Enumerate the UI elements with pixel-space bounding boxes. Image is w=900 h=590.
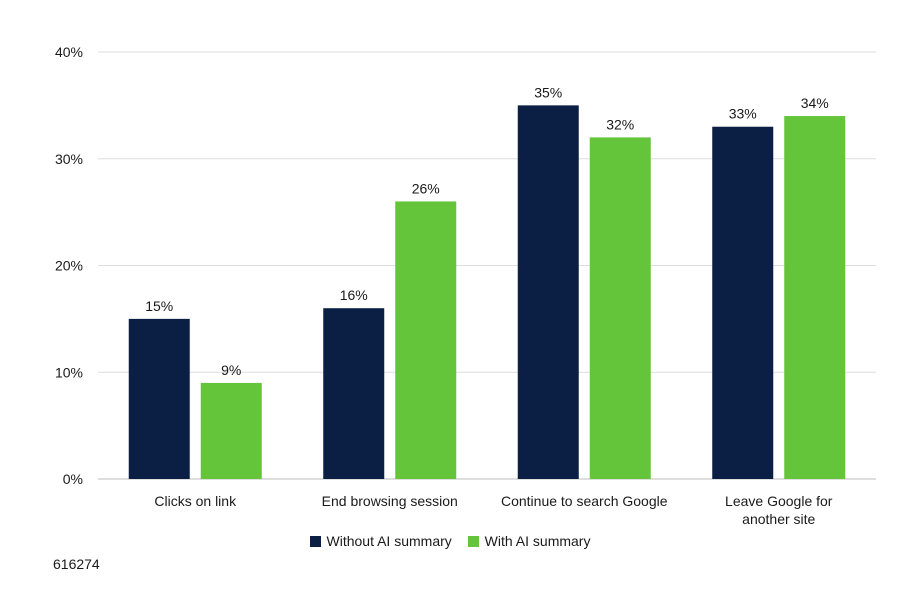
bar-chart: 0% 10% 20% 30% 40% 15% 9% Clicks on link 16% 26% E… <box>55 44 876 527</box>
chart-id: 616274 <box>53 556 100 572</box>
y-tick-label: 40% <box>55 44 83 60</box>
legend-swatch-with-ai <box>467 535 479 547</box>
bar-with-ai <box>395 201 457 479</box>
data-label: 33% <box>729 106 757 122</box>
data-label: 35% <box>534 84 562 100</box>
bar-without-ai <box>323 308 385 479</box>
x-category-label: Continue to search Google <box>501 493 668 509</box>
x-category-label: Clicks on link <box>154 493 237 509</box>
data-label: 32% <box>606 116 634 132</box>
legend: Without AI summary With AI summary <box>0 533 900 550</box>
legend-item-without-ai: Without AI summary <box>309 533 452 549</box>
bar-with-ai <box>784 116 846 480</box>
bar-without-ai <box>712 126 774 479</box>
x-category-label: Leave Google for <box>725 493 833 509</box>
legend-item-with-ai: With AI summary <box>467 533 591 549</box>
bar-with-ai <box>200 382 262 479</box>
legend-label-with-ai: With AI summary <box>484 533 591 549</box>
y-tick-label: 30% <box>55 151 83 167</box>
data-label: 15% <box>145 298 173 314</box>
y-tick-label: 0% <box>63 471 83 487</box>
bar-with-ai <box>589 137 651 479</box>
data-label: 34% <box>801 95 829 111</box>
x-category-label: another site <box>742 511 815 527</box>
data-label: 9% <box>221 362 241 378</box>
bar-without-ai <box>128 318 190 479</box>
bar-without-ai <box>517 105 579 479</box>
y-tick-label: 20% <box>55 258 83 274</box>
data-label: 16% <box>340 287 368 303</box>
legend-label-without-ai: Without AI summary <box>326 533 452 549</box>
y-tick-label: 10% <box>55 364 83 380</box>
legend-swatch-without-ai <box>309 535 321 547</box>
data-label: 26% <box>412 180 440 196</box>
x-category-label: End browsing session <box>322 493 458 509</box>
